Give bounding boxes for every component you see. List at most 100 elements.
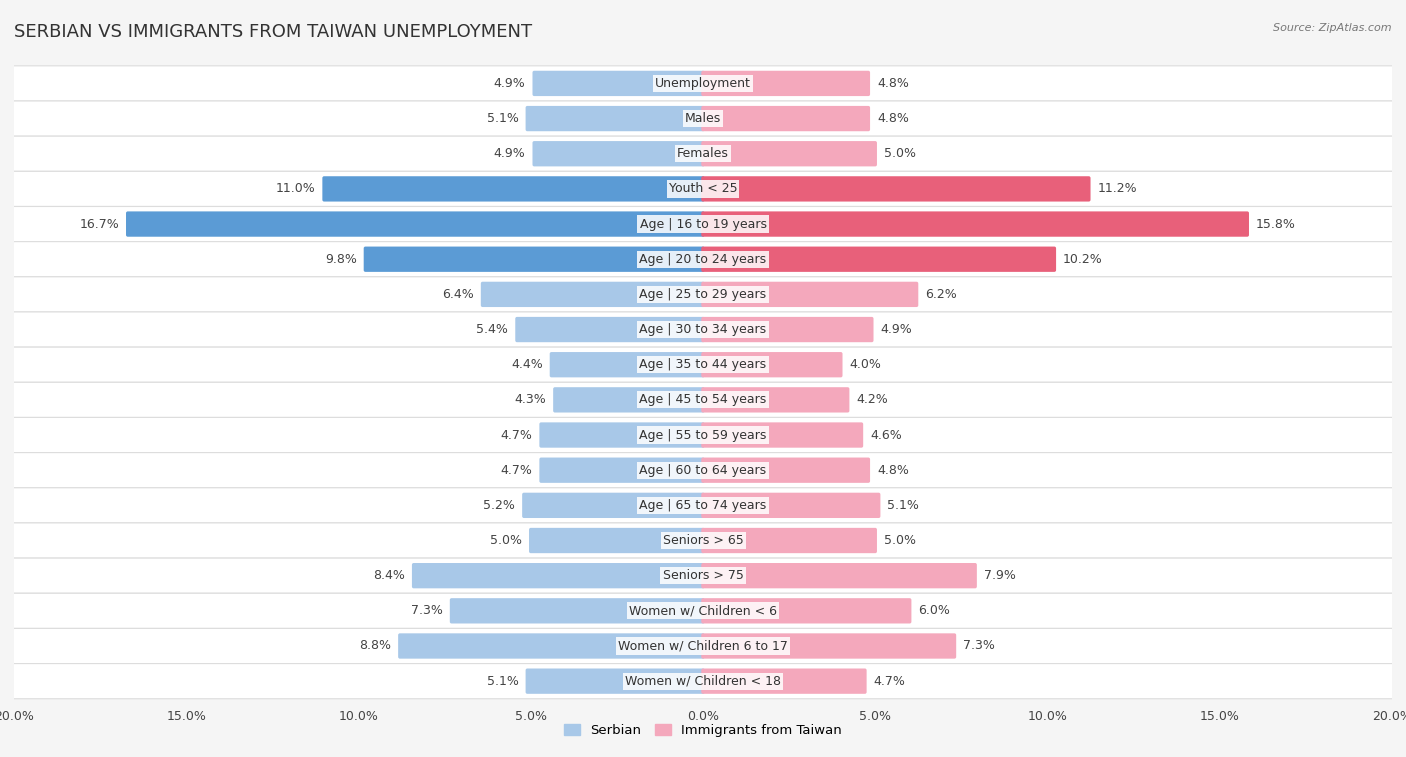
- Text: Age | 20 to 24 years: Age | 20 to 24 years: [640, 253, 766, 266]
- FancyBboxPatch shape: [14, 558, 1392, 593]
- Text: 16.7%: 16.7%: [79, 217, 120, 231]
- FancyBboxPatch shape: [540, 457, 704, 483]
- Text: Age | 65 to 74 years: Age | 65 to 74 years: [640, 499, 766, 512]
- Text: Age | 16 to 19 years: Age | 16 to 19 years: [640, 217, 766, 231]
- Text: 5.0%: 5.0%: [884, 148, 915, 160]
- FancyBboxPatch shape: [14, 417, 1392, 453]
- Text: 5.1%: 5.1%: [486, 112, 519, 125]
- FancyBboxPatch shape: [540, 422, 704, 447]
- Text: 5.1%: 5.1%: [887, 499, 920, 512]
- FancyBboxPatch shape: [398, 634, 704, 659]
- Text: Youth < 25: Youth < 25: [669, 182, 737, 195]
- Text: Seniors > 75: Seniors > 75: [662, 569, 744, 582]
- Text: 7.3%: 7.3%: [411, 604, 443, 617]
- Text: Age | 30 to 34 years: Age | 30 to 34 years: [640, 323, 766, 336]
- Text: 4.7%: 4.7%: [501, 464, 533, 477]
- FancyBboxPatch shape: [481, 282, 704, 307]
- FancyBboxPatch shape: [529, 528, 704, 553]
- Text: 4.3%: 4.3%: [515, 394, 547, 407]
- FancyBboxPatch shape: [14, 382, 1392, 417]
- Text: 6.0%: 6.0%: [918, 604, 950, 617]
- FancyBboxPatch shape: [14, 66, 1392, 101]
- FancyBboxPatch shape: [412, 563, 704, 588]
- FancyBboxPatch shape: [14, 523, 1392, 558]
- FancyBboxPatch shape: [322, 176, 704, 201]
- FancyBboxPatch shape: [450, 598, 704, 624]
- Text: 15.8%: 15.8%: [1256, 217, 1296, 231]
- Text: Age | 25 to 29 years: Age | 25 to 29 years: [640, 288, 766, 301]
- Text: 8.4%: 8.4%: [373, 569, 405, 582]
- FancyBboxPatch shape: [14, 207, 1392, 241]
- Text: 11.2%: 11.2%: [1098, 182, 1137, 195]
- Text: 5.2%: 5.2%: [484, 499, 515, 512]
- Text: Women w/ Children 6 to 17: Women w/ Children 6 to 17: [619, 640, 787, 653]
- FancyBboxPatch shape: [702, 457, 870, 483]
- FancyBboxPatch shape: [553, 388, 704, 413]
- FancyBboxPatch shape: [364, 247, 704, 272]
- FancyBboxPatch shape: [702, 141, 877, 167]
- FancyBboxPatch shape: [702, 247, 1056, 272]
- Text: 6.4%: 6.4%: [441, 288, 474, 301]
- Legend: Serbian, Immigrants from Taiwan: Serbian, Immigrants from Taiwan: [558, 719, 848, 743]
- FancyBboxPatch shape: [526, 668, 704, 694]
- Text: 5.1%: 5.1%: [486, 674, 519, 687]
- FancyBboxPatch shape: [522, 493, 704, 518]
- Text: 5.0%: 5.0%: [884, 534, 915, 547]
- FancyBboxPatch shape: [14, 488, 1392, 523]
- Text: 7.9%: 7.9%: [984, 569, 1015, 582]
- Text: 8.8%: 8.8%: [360, 640, 391, 653]
- FancyBboxPatch shape: [702, 598, 911, 624]
- FancyBboxPatch shape: [533, 141, 704, 167]
- FancyBboxPatch shape: [702, 211, 1249, 237]
- Text: Age | 60 to 64 years: Age | 60 to 64 years: [640, 464, 766, 477]
- FancyBboxPatch shape: [702, 317, 873, 342]
- Text: 4.2%: 4.2%: [856, 394, 889, 407]
- Text: 4.6%: 4.6%: [870, 428, 901, 441]
- FancyBboxPatch shape: [14, 171, 1392, 207]
- Text: 4.8%: 4.8%: [877, 112, 908, 125]
- FancyBboxPatch shape: [550, 352, 704, 377]
- FancyBboxPatch shape: [127, 211, 704, 237]
- FancyBboxPatch shape: [14, 277, 1392, 312]
- FancyBboxPatch shape: [14, 453, 1392, 488]
- FancyBboxPatch shape: [14, 241, 1392, 277]
- FancyBboxPatch shape: [14, 628, 1392, 664]
- Text: 7.3%: 7.3%: [963, 640, 995, 653]
- Text: Females: Females: [678, 148, 728, 160]
- FancyBboxPatch shape: [702, 634, 956, 659]
- Text: 9.8%: 9.8%: [325, 253, 357, 266]
- Text: 6.2%: 6.2%: [925, 288, 957, 301]
- Text: 5.0%: 5.0%: [491, 534, 522, 547]
- Text: 4.0%: 4.0%: [849, 358, 882, 371]
- FancyBboxPatch shape: [702, 388, 849, 413]
- Text: Women w/ Children < 18: Women w/ Children < 18: [626, 674, 780, 687]
- Text: Women w/ Children < 6: Women w/ Children < 6: [628, 604, 778, 617]
- Text: 4.9%: 4.9%: [880, 323, 912, 336]
- Text: Seniors > 65: Seniors > 65: [662, 534, 744, 547]
- FancyBboxPatch shape: [14, 101, 1392, 136]
- Text: 11.0%: 11.0%: [276, 182, 315, 195]
- FancyBboxPatch shape: [702, 176, 1091, 201]
- Text: 10.2%: 10.2%: [1063, 253, 1102, 266]
- FancyBboxPatch shape: [702, 106, 870, 131]
- FancyBboxPatch shape: [515, 317, 704, 342]
- Text: Age | 45 to 54 years: Age | 45 to 54 years: [640, 394, 766, 407]
- Text: 4.8%: 4.8%: [877, 464, 908, 477]
- FancyBboxPatch shape: [702, 422, 863, 447]
- Text: Age | 55 to 59 years: Age | 55 to 59 years: [640, 428, 766, 441]
- Text: 5.4%: 5.4%: [477, 323, 509, 336]
- Text: 4.9%: 4.9%: [494, 148, 526, 160]
- Text: 4.8%: 4.8%: [877, 77, 908, 90]
- FancyBboxPatch shape: [702, 352, 842, 377]
- Text: Source: ZipAtlas.com: Source: ZipAtlas.com: [1274, 23, 1392, 33]
- FancyBboxPatch shape: [14, 136, 1392, 171]
- Text: Males: Males: [685, 112, 721, 125]
- Text: 4.9%: 4.9%: [494, 77, 526, 90]
- Text: Unemployment: Unemployment: [655, 77, 751, 90]
- FancyBboxPatch shape: [14, 347, 1392, 382]
- FancyBboxPatch shape: [702, 70, 870, 96]
- FancyBboxPatch shape: [702, 282, 918, 307]
- Text: SERBIAN VS IMMIGRANTS FROM TAIWAN UNEMPLOYMENT: SERBIAN VS IMMIGRANTS FROM TAIWAN UNEMPL…: [14, 23, 533, 41]
- FancyBboxPatch shape: [14, 312, 1392, 347]
- FancyBboxPatch shape: [702, 493, 880, 518]
